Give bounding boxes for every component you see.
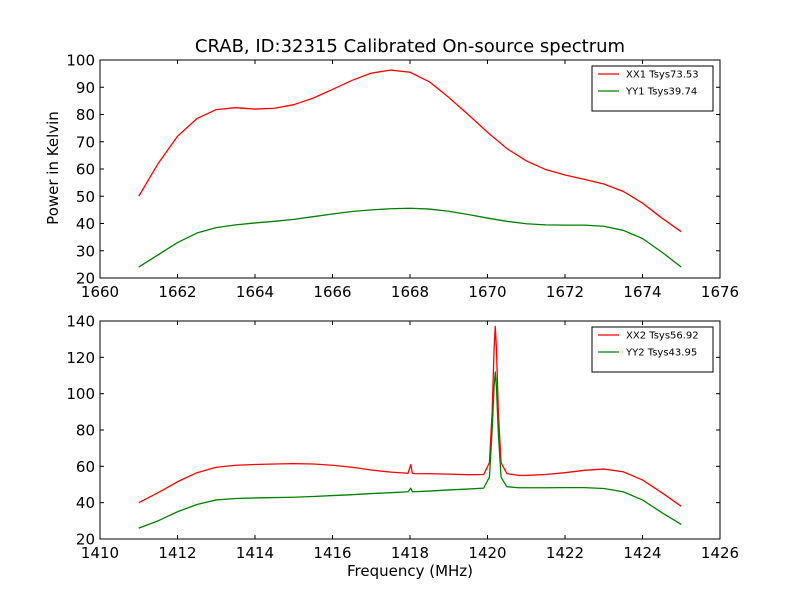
- y-tick-label: 80: [76, 422, 95, 440]
- y-tick-label: 60: [76, 458, 95, 476]
- bottom-plot-area: 1410 1412 1414 1416 1418 1420 1422 1424 1426 20 40…: [66, 313, 739, 563]
- top-plot-area: 1660 1662 1664 1666 1668 1670 1672 1674 1676 20 30…: [66, 52, 739, 302]
- y-tick-label: 70: [76, 133, 95, 151]
- x-tick-label: 1412: [158, 544, 196, 562]
- y-tick-label: 120: [66, 349, 95, 367]
- series-line-1-1: [138, 69, 682, 233]
- y-tick-label: 80: [76, 106, 95, 124]
- x-tick-label: 1416: [313, 544, 351, 562]
- x-tick-label: 1426: [701, 544, 739, 562]
- x-tick-label: 1664: [236, 283, 274, 301]
- y-tick-label: 20: [76, 270, 95, 288]
- series-line-2-2: [138, 371, 682, 529]
- x-tick-label: 1676: [701, 283, 739, 301]
- y-tick-label: 40: [76, 215, 95, 233]
- x-tick-label: 1670: [468, 283, 506, 301]
- legend-label: YY1 Tsys39.74: [625, 87, 697, 98]
- x-tick-label: 1414: [236, 544, 274, 562]
- x-tick-label: 1424: [623, 544, 661, 562]
- series-line-1-2: [138, 207, 682, 268]
- x-tick-label: 1420: [468, 544, 506, 562]
- y-tick-label: 50: [76, 188, 95, 206]
- y-tick-label: 100: [66, 385, 95, 403]
- series-line-2-1: [138, 325, 682, 507]
- legend-label: YY2 Tsys43.95: [625, 348, 697, 359]
- y-tick-label: 60: [76, 161, 95, 179]
- y-tick-label: 90: [76, 79, 95, 97]
- chart-title: CRAB, ID:32315 Calibrated On-source spec…: [195, 36, 625, 57]
- x-tick-label: 1662: [158, 283, 196, 301]
- x-tick-label: 1666: [313, 283, 351, 301]
- x-tick-label: 1672: [546, 283, 584, 301]
- legend-label: XX1 Tsys73.53: [626, 70, 699, 81]
- top-y-axis-label: Power in Kelvin: [44, 111, 62, 225]
- legend: XX2 Tsys56.92 YY2 Tsys43.95: [591, 326, 714, 373]
- x-tick-label: 1660: [81, 283, 119, 301]
- legend: XX1 Tsys73.53 YY1 Tsys39.74: [591, 65, 714, 112]
- y-tick-label: 100: [66, 52, 95, 70]
- legend-label: XX2 Tsys56.92: [626, 331, 699, 342]
- x-tick-label: 1410: [81, 544, 119, 562]
- x-tick-label: 1418: [391, 544, 429, 562]
- y-tick-label: 140: [66, 313, 95, 331]
- x-tick-label: 1668: [391, 283, 429, 301]
- bottom-x-axis-label: Frequency (MHz): [347, 562, 473, 580]
- y-tick-label: 40: [76, 494, 95, 512]
- x-tick-label: 1674: [623, 283, 661, 301]
- y-tick-label: 30: [76, 242, 95, 260]
- y-tick-label: 20: [76, 531, 95, 549]
- x-tick-label: 1422: [546, 544, 584, 562]
